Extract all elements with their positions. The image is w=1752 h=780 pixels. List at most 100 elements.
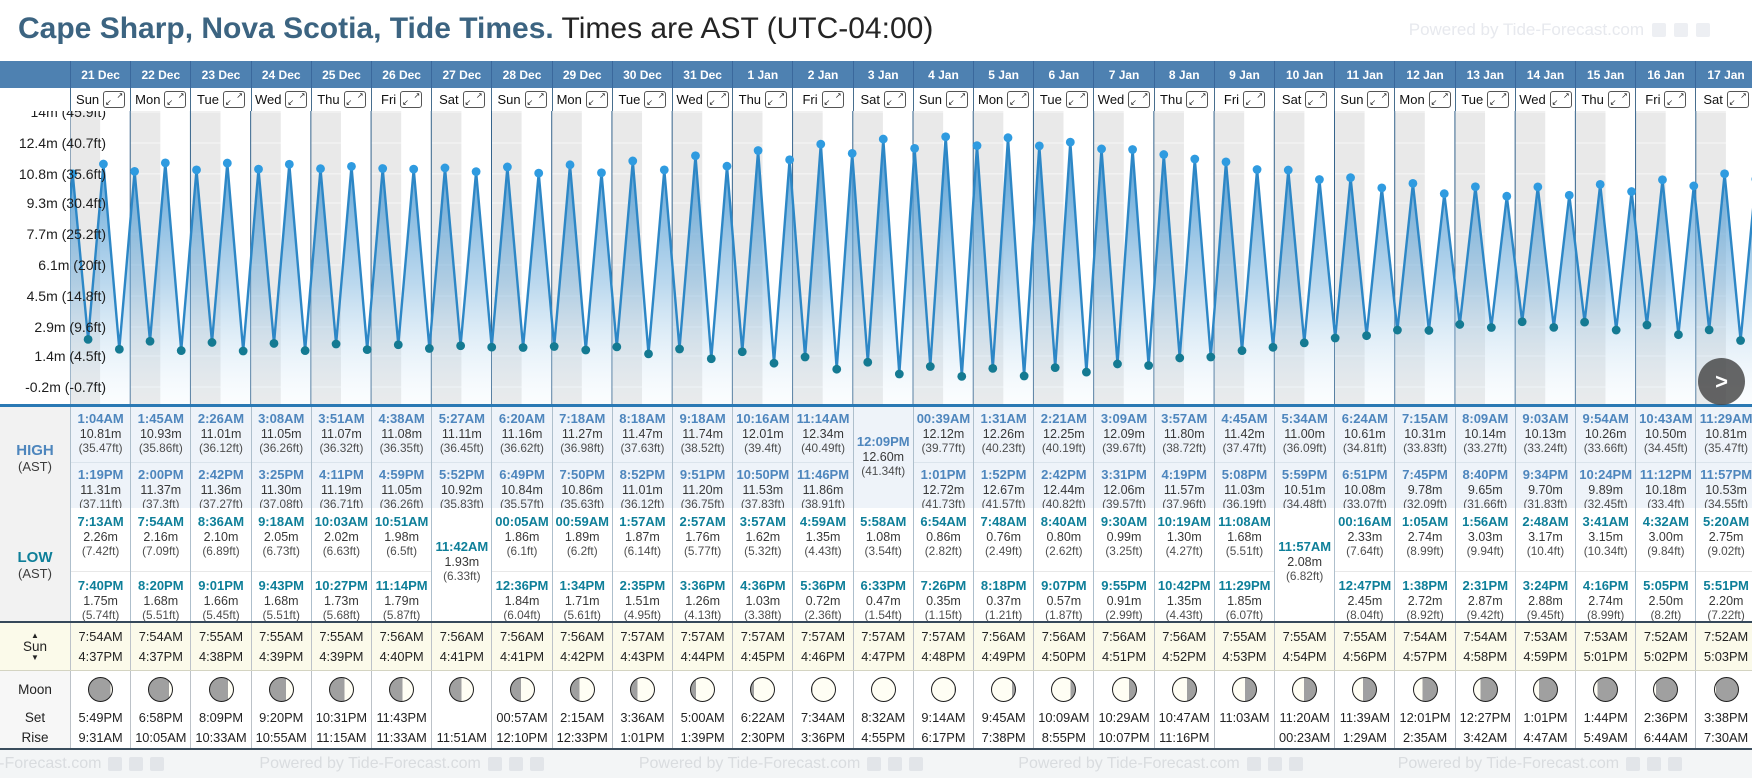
expand-day-icon[interactable]: ↗ ↙ [1243,91,1266,108]
moon-phase-cell [130,671,190,708]
expand-day-icon[interactable]: ↗ ↙ [524,91,547,108]
tide-height-m: 1.73m [324,593,359,608]
expand-day-icon[interactable]: ↗ ↙ [1664,91,1687,108]
expand-day-icon[interactable]: ↗ ↙ [585,91,608,108]
high-tide-marker [1034,141,1044,151]
moon-phase-cell [1394,671,1454,708]
expand-day-icon[interactable]: ↗ ↙ [1607,91,1630,108]
moon-phase-icon [1412,677,1438,702]
high-timezone-label: (AST) [18,458,52,474]
tide-height-ft: (33.83ft) [1403,441,1448,456]
low-tide-entry: 2:31PM 2.87m (9.42ft) [1455,571,1515,621]
expand-day-icon[interactable]: ↗ ↙ [1007,91,1030,108]
tide-time: 1:56AM [1462,514,1509,529]
moon-phase-icon [1051,677,1077,702]
moon-phase-icon [991,677,1017,702]
tide-height-ft: (6.89ft) [202,544,240,559]
low-tide-entry: 5:36PM 0.72m (2.36ft) [793,571,853,621]
day-header: Sat ↗ ↙ [1274,88,1334,111]
sunrise-time: 7:54AM [1463,628,1508,644]
tide-height-m: 11.36m [200,482,242,497]
expand-day-icon[interactable]: ↗ ↙ [765,91,788,108]
low-tide-entry: 12:36PM 1.84m (6.04ft) [492,571,552,621]
expand-day-icon[interactable]: ↗ ↙ [1065,91,1088,108]
expand-day-icon[interactable]: ↗ ↙ [706,91,729,108]
high-tide-cell: 9:54AM 10.26m (33.66ft) 10:24PM 9.89m (32.45f… [1575,407,1636,508]
low-tide-entry: 1:57AM 1.87m (6.14ft) [613,508,672,571]
low-tide-cell: 8:36AM 2.10m (6.89ft) 9:01PM 1.66m (5.45ft) [190,508,251,621]
tide-height-ft: (32.09ft) [1403,497,1448,508]
sunrise-time: 7:54AM [78,628,123,644]
day-name: Mon [1399,92,1425,107]
tide-height-m: 12.12m [922,426,965,441]
expand-day-icon[interactable]: ↗ ↙ [343,91,366,108]
expand-day-icon[interactable]: ↗ ↙ [1726,91,1749,108]
high-tide-entry: 7:50PM 10.86m (35.63ft) [552,462,612,508]
expand-day-icon[interactable]: ↗ ↙ [1186,91,1209,108]
sunset-time: 4:38PM [198,648,244,664]
day-name: Tue [197,92,219,107]
tide-height-m: 2.88m [1528,593,1563,608]
expand-day-icon[interactable]: ↗ ↙ [1487,91,1510,108]
high-tide-marker [1595,179,1605,189]
day-name: Sun [497,92,521,107]
high-tide-marker [1190,154,1200,164]
sunrise-time: 7:56AM [1162,628,1207,644]
expand-day-icon[interactable]: ↗ ↙ [884,91,906,108]
expand-day-icon[interactable]: ↗ ↙ [164,91,187,108]
sunrise-arrow-icon[interactable]: ▲ [31,630,39,640]
high-tide-entry: 2:00PM 11.37m (37.3ft) [131,462,191,508]
high-tide-marker [192,165,201,175]
high-tide-marker [1252,165,1262,174]
sunrise-time: 7:57AM [620,628,665,644]
tide-height-m: 3.17m [1528,529,1563,544]
next-page-button[interactable]: > [1698,358,1745,405]
tide-height-m: 0.47m [865,593,901,608]
moon-row: Moon [0,671,1752,708]
expand-day-icon[interactable]: ↗ ↙ [1128,91,1151,108]
moonrise-time: 5:49AM [1575,726,1635,748]
date-header: 15 Jan [1575,61,1635,88]
low-tide-marker [800,352,810,362]
arrow-ne-icon: ↗ [1141,91,1149,100]
high-tide-cell: 6:24AM 10.61m (34.81ft) 6:51PM 10.08m (33.07f… [1334,407,1395,508]
tide-height-ft: (2.36ft) [804,608,842,621]
moon-phase-icon [88,677,114,702]
low-tide-cell: 4:59AM 1.35m (4.43ft) 5:36PM 0.72m (2.36ft) [792,508,853,621]
expand-day-icon[interactable]: ↗ ↙ [1305,91,1328,108]
moon-phase-cell [1575,671,1635,708]
tide-time: 3:51AM [318,411,365,426]
arrow-sw-icon: ↙ [823,98,831,107]
tide-height-ft: (3.38ft) [744,608,782,621]
expand-day-icon[interactable]: ↗ ↙ [103,91,126,108]
expand-day-icon[interactable]: ↗ ↙ [946,91,969,108]
arrow-ne-icon: ↗ [1318,91,1326,100]
tide-height-ft: (6.2ft) [566,544,598,559]
tide-height-m: 10.61m [1344,426,1386,441]
expand-day-icon[interactable]: ↗ ↙ [285,91,308,108]
tide-time: 1:01PM [920,467,967,482]
expand-day-icon[interactable]: ↗ ↙ [400,91,423,108]
expand-day-icon[interactable]: ↗ ↙ [222,91,245,108]
low-tide-marker [737,347,747,357]
expand-day-icon[interactable]: ↗ ↙ [462,91,485,108]
expand-day-icon[interactable]: ↗ ↙ [644,91,667,108]
sun-row-label: ▲ Sun ▼ [0,623,70,670]
moon-phase-icon [208,677,234,702]
expand-day-icon[interactable]: ↗ ↙ [821,91,844,108]
tide-height-ft: (2.82ft) [924,544,963,559]
low-tide-entry: 2:48AM 3.17m (10.4ft) [1516,508,1575,571]
arrow-ne-icon: ↗ [177,91,185,100]
expand-day-icon[interactable]: ↗ ↙ [1428,91,1451,108]
low-tide-cell: 00:16AM 2.33m (7.64ft) 12:47PM 2.45m (8.04ft) [1334,508,1395,621]
expand-day-icon[interactable]: ↗ ↙ [1367,91,1390,108]
moon-phase-cell [852,671,913,708]
moon-phase-icon [569,677,595,702]
day-name: Wed [1519,92,1546,107]
sunset-arrow-icon[interactable]: ▼ [31,652,39,662]
sunset-time: 4:49PM [981,648,1026,664]
moon-phase-icon [1352,677,1378,702]
low-tide-entry: 7:54AM 2.16m (7.09ft) [131,508,190,571]
expand-day-icon[interactable]: ↗ ↙ [1549,91,1572,108]
watermark-icon [867,757,882,771]
